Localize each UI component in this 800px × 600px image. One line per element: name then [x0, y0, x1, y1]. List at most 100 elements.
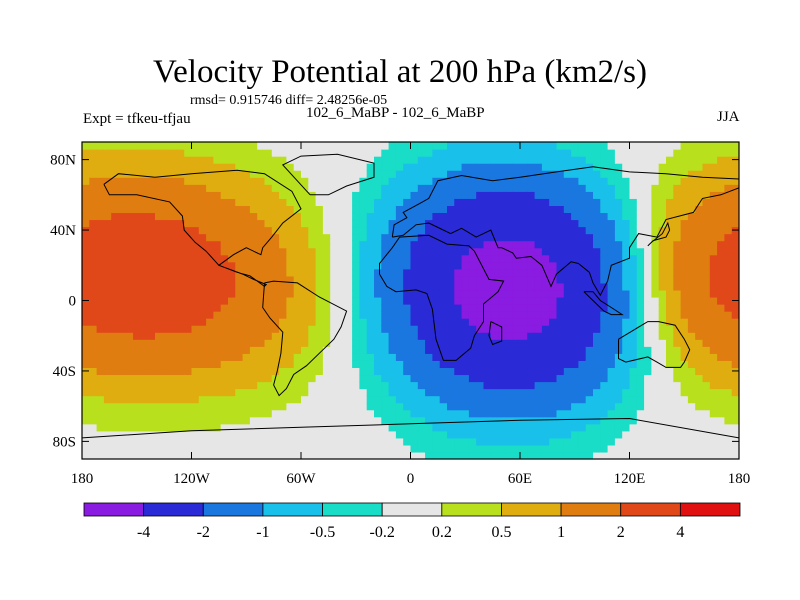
field-cell [206, 282, 214, 291]
field-cell [498, 240, 506, 249]
field-cell [337, 311, 346, 319]
field-cell [147, 191, 156, 199]
field-cell [308, 367, 317, 376]
field-cell [228, 275, 236, 284]
field-cell [512, 275, 521, 284]
field-cell [286, 346, 295, 354]
field-cell [527, 395, 536, 404]
field-cell [556, 325, 565, 333]
field-cell [468, 451, 477, 459]
field-cell [286, 226, 295, 235]
field-cell [381, 346, 390, 354]
field-cell [169, 318, 178, 326]
field-cell [709, 416, 718, 425]
field-cell [505, 374, 514, 383]
field-cell [374, 409, 382, 418]
field-cell [103, 325, 112, 333]
field-cell [498, 247, 506, 256]
field-cell [308, 142, 317, 150]
field-cell [549, 205, 558, 214]
field-cell [527, 149, 536, 157]
field-cell [184, 311, 193, 319]
field-cell [498, 289, 506, 298]
field-cell [286, 268, 295, 277]
field-cell [534, 247, 543, 256]
field-cell [622, 388, 631, 397]
field-cell [541, 325, 550, 333]
field-cell [249, 395, 258, 404]
field-cell [301, 374, 309, 383]
field-cell [111, 205, 120, 214]
field-cell [476, 268, 485, 277]
field-cell [352, 184, 360, 192]
field-cell [388, 367, 397, 376]
field-cell [490, 184, 499, 192]
field-cell [439, 423, 448, 432]
field-cell [111, 149, 120, 157]
field-cell [403, 430, 412, 439]
field-cell [293, 311, 302, 319]
field-cell [432, 226, 441, 235]
field-cell [447, 296, 455, 305]
field-cell [344, 444, 353, 453]
field-cell [213, 416, 222, 425]
field-cell [301, 205, 309, 214]
field-cell [125, 289, 134, 298]
field-cell [206, 233, 214, 242]
field-cell [286, 332, 295, 340]
field-cell [213, 275, 222, 284]
field-cell [717, 205, 725, 214]
field-cell [257, 437, 266, 446]
field-cell [315, 296, 324, 305]
field-cell [301, 219, 309, 228]
field-cell [169, 346, 178, 354]
field-cell [111, 184, 120, 192]
field-cell [527, 311, 536, 319]
field-cell [520, 353, 528, 361]
field-cell [395, 156, 404, 164]
field-cell [162, 233, 171, 242]
field-cell [249, 311, 258, 319]
field-cell [352, 191, 360, 199]
field-cell [293, 451, 302, 459]
field-cell [527, 226, 536, 235]
field-cell [176, 226, 185, 235]
field-cell [337, 226, 346, 235]
field-cell [184, 184, 193, 192]
field-cell [622, 226, 631, 235]
field-cell [198, 247, 207, 256]
colorbar-swatch [262, 502, 323, 517]
field-cell [709, 184, 718, 192]
field-cell [600, 388, 609, 397]
field-cell [534, 325, 543, 333]
field-cell [176, 184, 185, 192]
field-cell [191, 212, 200, 221]
field-cell [498, 346, 506, 354]
field-cell [658, 451, 667, 459]
field-cell [709, 423, 718, 432]
field-cell [228, 374, 236, 383]
field-cell [731, 388, 739, 397]
field-cell [301, 296, 309, 305]
field-cell [118, 268, 127, 277]
field-cell [666, 367, 674, 376]
field-cell [395, 275, 404, 284]
field-cell [366, 261, 375, 270]
field-cell [644, 381, 652, 390]
field-cell [636, 311, 645, 319]
field-cell [308, 451, 317, 459]
field-cell [476, 437, 485, 446]
field-cell [571, 367, 579, 376]
field-cell [439, 353, 448, 361]
field-cell [220, 360, 229, 369]
field-cell [578, 163, 587, 171]
field-cell [673, 430, 682, 439]
field-cell [644, 156, 652, 164]
field-cell [644, 367, 652, 376]
field-cell [184, 423, 193, 432]
field-cell [118, 205, 127, 214]
field-cell [257, 296, 266, 305]
field-cell [432, 423, 441, 432]
field-cell [330, 170, 339, 178]
field-cell [308, 423, 317, 432]
